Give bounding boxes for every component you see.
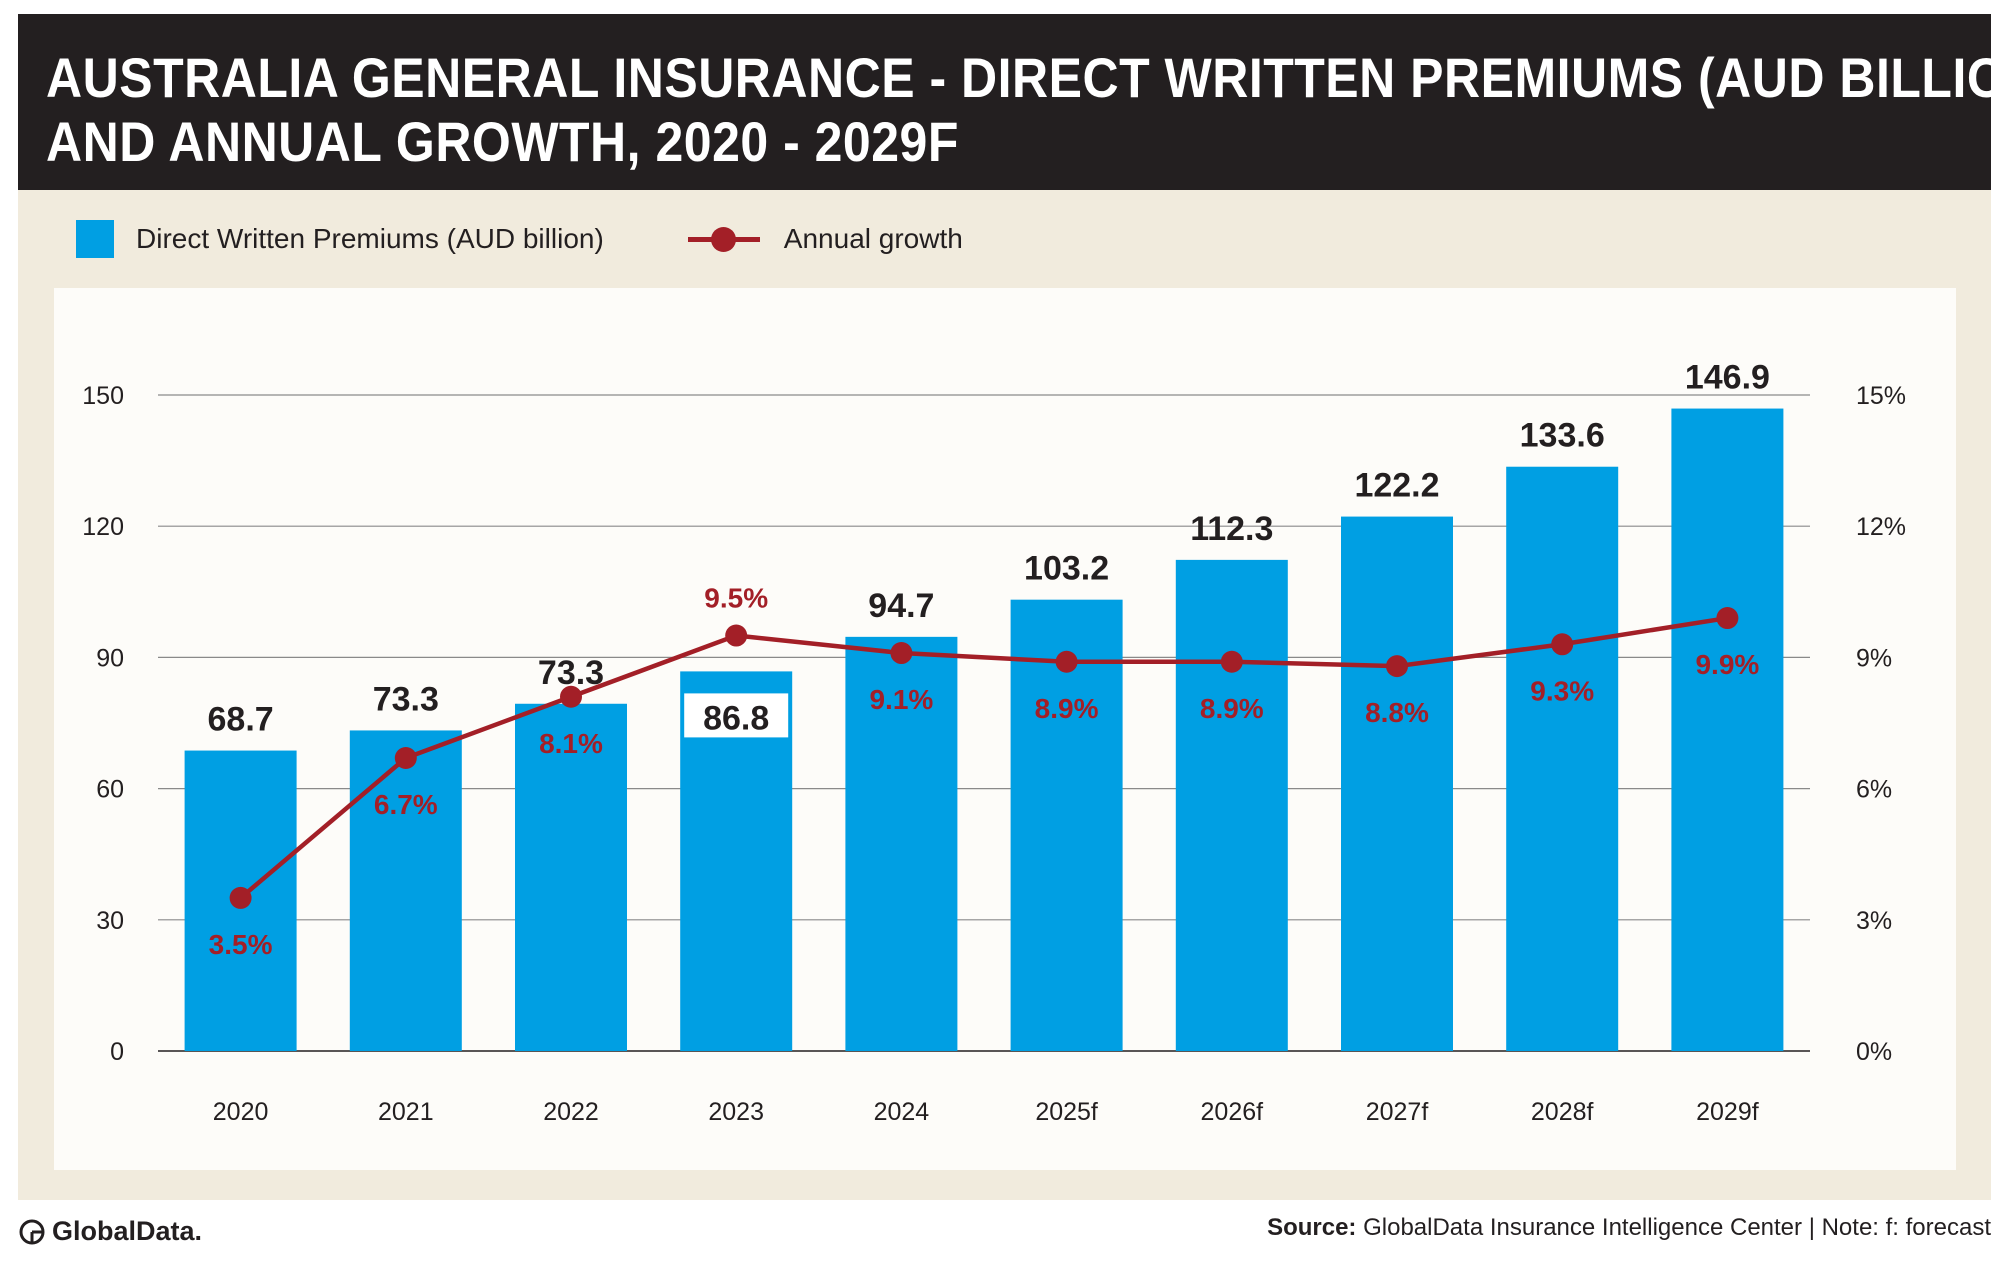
x-tick-label: 2020 — [213, 1098, 269, 1126]
plot-area: 0 30 60 90 120 150 0% 3% 6% 9% 12% 15% 2020 2021 2022 2… — [54, 288, 1956, 1170]
growth-value-label: 9.9% — [1695, 649, 1759, 680]
legend-bar-swatch — [76, 220, 114, 258]
growth-value-label: 9.5% — [704, 583, 768, 614]
x-tick-label: 2022 — [543, 1098, 599, 1126]
source-label: Source: — [1267, 1214, 1357, 1241]
growth-value-label: 8.1% — [539, 728, 603, 759]
y-left-tick-label: 0 — [110, 1038, 124, 1066]
y-right-tick-label: 6% — [1856, 776, 1892, 804]
y-right-tick-label: 15% — [1856, 382, 1906, 410]
growth-point — [725, 624, 748, 647]
bar — [845, 636, 958, 1051]
growth-value-label: 9.3% — [1530, 675, 1594, 706]
bar-value-label: 73.3 — [373, 680, 439, 718]
growth-point — [890, 642, 913, 665]
bar — [515, 703, 627, 1051]
growth-value-label: 9.1% — [869, 684, 933, 715]
bar — [1010, 599, 1123, 1051]
title-bar: AUSTRALIA GENERAL INSURANCE - DIRECT WRI… — [18, 14, 2007, 190]
source-text: GlobalData Insurance Intelligence Center… — [1363, 1214, 1991, 1241]
x-tick-label: 2026f — [1201, 1098, 1264, 1126]
y-right-tick-label: 12% — [1856, 513, 1906, 541]
x-tick-label: 2029f — [1696, 1098, 1759, 1126]
bar-value-label: 133.6 — [1520, 417, 1605, 455]
y-right-tick-label: 3% — [1856, 907, 1892, 935]
bar-value-label: 94.7 — [868, 587, 934, 625]
growth-value-label: 8.8% — [1365, 697, 1429, 728]
legend-line-label: Annual growth — [783, 223, 963, 254]
growth-value-label: 3.5% — [209, 929, 273, 960]
bar — [1175, 559, 1288, 1051]
globaldata-logo: GlobalData. — [18, 1216, 202, 1247]
growth-point — [1220, 650, 1243, 673]
bar-value-label: 68.7 — [208, 701, 274, 739]
bar — [1671, 408, 1784, 1051]
growth-point — [560, 685, 582, 708]
y-right-tick-label: 0% — [1856, 1038, 1892, 1066]
bar-value-label: 146.9 — [1685, 359, 1770, 397]
bar-value-label: 103.2 — [1024, 550, 1109, 588]
legend-line-marker — [687, 220, 760, 258]
growth-line — [239, 615, 1728, 900]
x-tick-label: 2024 — [874, 1098, 930, 1126]
growth-point — [1551, 633, 1574, 656]
bar — [1506, 466, 1619, 1051]
y-left-tick-label: 90 — [96, 644, 124, 672]
bar-value-label: 73.3 — [538, 654, 604, 692]
x-tick-label: 2028f — [1531, 1098, 1594, 1126]
y-left-tick-label: 150 — [82, 382, 124, 410]
growth-value-label: 6.7% — [374, 789, 438, 820]
y-left-tick-label: 30 — [96, 907, 124, 935]
bar-value-label-bg — [684, 693, 789, 738]
growth-point — [229, 886, 252, 909]
growth-value-label: 8.9% — [1035, 693, 1099, 724]
bar-value-label: 122.2 — [1354, 467, 1439, 505]
bar — [349, 730, 462, 1051]
logo-text: GlobalData. — [52, 1216, 203, 1246]
y-right-tick-label: 9% — [1856, 644, 1892, 672]
bar — [1341, 516, 1453, 1051]
y-left-tick-label: 120 — [82, 513, 124, 541]
chart-title-line-2: AND ANNUAL GROWTH, 2020 - 2029F — [46, 110, 959, 174]
growth-point — [1055, 650, 1078, 673]
bar-value-label: 112.3 — [1190, 510, 1273, 548]
combo-chart: 0 30 60 90 120 150 0% 3% 6% 9% 12% 15% 2020 2021 2022 2… — [82, 359, 1906, 1126]
growth-value-label: 8.9% — [1200, 693, 1264, 724]
growth-point — [1386, 655, 1408, 678]
y-left-tick-label: 60 — [96, 776, 124, 804]
growth-point — [394, 746, 417, 769]
legend: Direct Written Premiums (AUD billion) An… — [76, 218, 963, 260]
x-tick-label: 2025f — [1035, 1098, 1098, 1126]
x-tick-label: 2027f — [1366, 1098, 1429, 1126]
x-tick-label: 2023 — [708, 1098, 764, 1126]
source-note: Source: GlobalData Insurance Intelligenc… — [1267, 1214, 1991, 1242]
legend-bars-label: Direct Written Premiums (AUD billion) — [136, 223, 604, 254]
globaldata-logo-icon — [19, 1219, 45, 1244]
chart-title-line-1: AUSTRALIA GENERAL INSURANCE - DIRECT WRI… — [46, 46, 2007, 110]
bar-value-label: 86.8 — [703, 699, 769, 737]
x-tick-label: 2021 — [378, 1098, 434, 1126]
growth-point — [1716, 607, 1739, 630]
